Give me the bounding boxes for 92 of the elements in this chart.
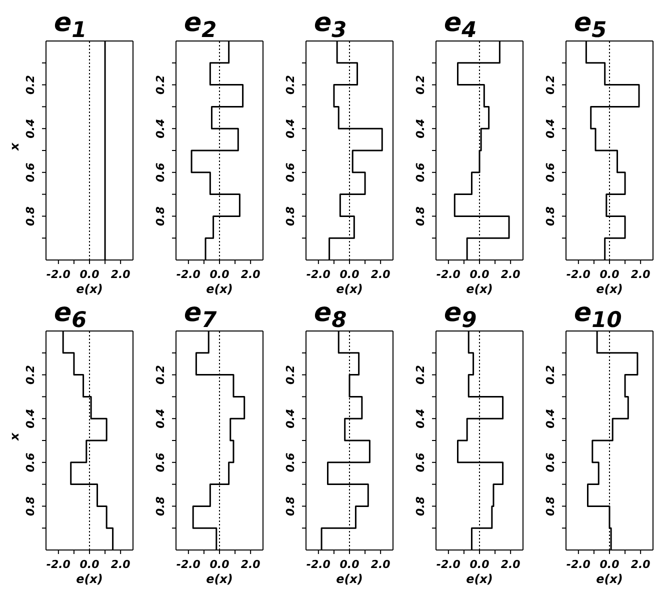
y-tick-label: 0.4 (414, 118, 427, 138)
y-tick-label: 0.2 (24, 364, 37, 385)
x-axis-title: e(x) (76, 572, 103, 586)
y-tick-label: 0.4 (544, 408, 557, 428)
x-tick-label: 0.0 (80, 268, 100, 281)
x-tick-label: -2.0 (306, 558, 331, 571)
y-tick-label: 0.6 (414, 452, 427, 472)
chart-title: e$_{10}$ (573, 298, 623, 334)
x-tick-label: -2.0 (46, 268, 71, 281)
y-tick-label: 0.6 (154, 162, 167, 182)
y-tick-label: 0.6 (154, 452, 167, 472)
x-axis-title: e(x) (206, 572, 233, 586)
x-tick-label: 2.0 (370, 558, 391, 571)
x-tick-label: 2.0 (370, 268, 391, 281)
y-tick-label: 0.2 (154, 74, 167, 95)
y-tick-label: 0.6 (24, 162, 37, 182)
y-axis-title: x (7, 142, 22, 152)
y-tick-label: 0.4 (414, 408, 427, 428)
x-tick-label: -2.0 (436, 268, 461, 281)
x-tick-label: 0.0 (210, 558, 230, 571)
y-tick-label: 0.8 (544, 206, 557, 226)
x-tick-label: -2.0 (306, 268, 331, 281)
y-tick-label: 0.8 (154, 496, 167, 516)
y-tick-label: 0.2 (544, 74, 557, 95)
x-tick-label: 2.0 (500, 558, 521, 571)
y-axis-title: x (7, 432, 22, 442)
x-axis-title: e(x) (76, 282, 103, 296)
chart-title: e$_{1}$ (53, 8, 88, 44)
x-tick-label: 0.0 (210, 268, 230, 281)
y-tick-label: 0.4 (544, 118, 557, 138)
x-axis-title: e(x) (336, 572, 363, 586)
y-tick-label: 0.2 (284, 74, 297, 95)
x-tick-label: 0.0 (470, 558, 490, 571)
y-tick-label: 0.8 (24, 206, 37, 226)
x-tick-label: -2.0 (176, 558, 201, 571)
x-tick-label: 2.0 (240, 268, 261, 281)
x-tick-label: -2.0 (176, 268, 201, 281)
x-tick-label: 2.0 (630, 558, 651, 571)
chart-title: e$_{4}$ (443, 8, 478, 44)
x-axis-title: e(x) (466, 572, 493, 586)
chart-title: e$_{6}$ (53, 298, 88, 334)
x-tick-label: -2.0 (46, 558, 71, 571)
y-tick-label: 0.4 (154, 408, 167, 428)
y-tick-label: 0.6 (284, 452, 297, 472)
x-tick-label: 0.0 (470, 268, 490, 281)
chart-title: e$_{8}$ (313, 298, 348, 334)
y-tick-label: 0.6 (24, 452, 37, 472)
x-tick-label: 2.0 (630, 268, 651, 281)
y-tick-label: 0.4 (24, 118, 37, 138)
y-tick-label: 0.8 (414, 496, 427, 516)
x-tick-label: 0.0 (600, 268, 620, 281)
y-tick-label: 0.6 (544, 162, 557, 182)
x-tick-label: 0.0 (340, 558, 360, 571)
x-tick-label: 0.0 (600, 558, 620, 571)
y-tick-label: 0.2 (414, 74, 427, 95)
chart-title: e$_{9}$ (443, 298, 478, 334)
y-tick-label: 0.8 (24, 496, 37, 516)
x-tick-label: 2.0 (500, 268, 521, 281)
y-tick-label: 0.8 (284, 496, 297, 516)
x-tick-label: -2.0 (566, 268, 591, 281)
y-tick-label: 0.2 (544, 364, 557, 385)
y-tick-label: 0.4 (24, 408, 37, 428)
x-tick-label: 2.0 (110, 558, 131, 571)
y-tick-label: 0.6 (544, 452, 557, 472)
x-axis-title: e(x) (466, 282, 493, 296)
y-tick-label: 0.8 (544, 496, 557, 516)
y-tick-label: 0.6 (284, 162, 297, 182)
x-tick-label: -2.0 (436, 558, 461, 571)
x-tick-label: -2.0 (566, 558, 591, 571)
y-tick-label: 0.2 (414, 364, 427, 385)
y-tick-label: 0.2 (284, 364, 297, 385)
y-tick-label: 0.2 (24, 74, 37, 95)
y-tick-label: 0.6 (414, 162, 427, 182)
chart-title: e$_{2}$ (183, 8, 218, 44)
x-tick-label: 0.0 (80, 558, 100, 571)
y-tick-label: 0.8 (284, 206, 297, 226)
y-tick-label: 0.4 (284, 118, 297, 138)
chart-title: e$_{5}$ (573, 8, 608, 44)
x-tick-label: 2.0 (240, 558, 261, 571)
y-tick-label: 0.2 (154, 364, 167, 385)
x-axis-title: e(x) (596, 572, 623, 586)
y-tick-label: 0.4 (154, 118, 167, 138)
y-tick-label: 0.8 (154, 206, 167, 226)
chart-title: e$_{3}$ (313, 8, 348, 44)
chart-title: e$_{7}$ (183, 298, 218, 334)
x-tick-label: 2.0 (110, 268, 131, 281)
y-tick-label: 0.4 (284, 408, 297, 428)
x-axis-title: e(x) (336, 282, 363, 296)
x-axis-title: e(x) (596, 282, 623, 296)
y-tick-label: 0.8 (414, 206, 427, 226)
x-axis-title: e(x) (206, 282, 233, 296)
x-tick-label: 0.0 (340, 268, 360, 281)
